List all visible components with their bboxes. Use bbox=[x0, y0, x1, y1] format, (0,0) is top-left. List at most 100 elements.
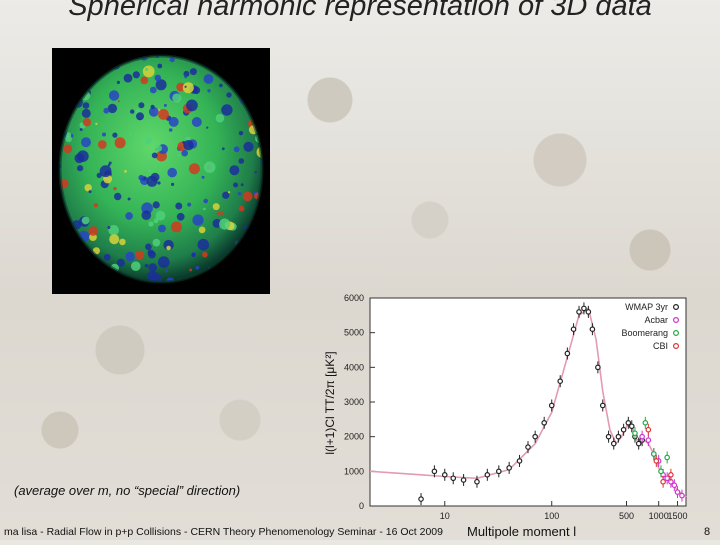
data-point-wmap-3yr bbox=[495, 468, 502, 475]
sphere-spot bbox=[158, 256, 170, 268]
power-spectrum-chart: l(l+1)Cl TT/2π [μK²] 0 1000 2000 3000 4000 50… bbox=[312, 292, 690, 540]
data-point-acbar bbox=[639, 433, 645, 440]
sphere-spot bbox=[65, 135, 72, 143]
cmb-sphere-panel bbox=[52, 48, 270, 294]
sphere-spot bbox=[172, 93, 182, 103]
sphere-spot bbox=[244, 247, 254, 257]
sphere-spot bbox=[202, 251, 208, 258]
sphere-spot bbox=[238, 205, 245, 212]
fit-curve bbox=[369, 307, 687, 498]
data-point-wmap-3yr bbox=[460, 477, 467, 483]
sphere-spot bbox=[212, 218, 222, 228]
sphere-spot bbox=[144, 263, 149, 268]
sphere-spot bbox=[114, 137, 126, 149]
sphere-spot bbox=[107, 103, 118, 114]
sphere-spot bbox=[142, 65, 155, 78]
sphere-spot bbox=[103, 253, 111, 261]
legend-label: CBI bbox=[653, 341, 668, 351]
sphere-spot bbox=[65, 132, 72, 138]
legend-marker bbox=[673, 342, 680, 349]
data-point-wmap-3yr bbox=[635, 440, 642, 447]
sphere-spot bbox=[93, 203, 99, 208]
data-point-wmap-3yr bbox=[506, 465, 512, 471]
x-axis-label: Multipole moment l bbox=[467, 524, 577, 539]
sphere-spot bbox=[183, 70, 190, 77]
sphere-spot bbox=[95, 122, 98, 125]
sphere-spot bbox=[191, 117, 202, 127]
sphere-spot bbox=[119, 238, 126, 246]
sphere-spot bbox=[192, 214, 204, 226]
sphere-spot bbox=[116, 258, 125, 267]
sphere-spot bbox=[132, 71, 140, 79]
sphere-spot bbox=[125, 251, 135, 262]
sphere-spot bbox=[255, 257, 260, 262]
y-tick-label: 3000 bbox=[344, 397, 364, 407]
sphere-spot bbox=[236, 60, 245, 70]
sphere-spot bbox=[138, 174, 144, 181]
data-point-boomerang bbox=[642, 420, 649, 426]
y-axis-label: l(l+1)Cl TT/2π [μK²] bbox=[323, 351, 337, 455]
sphere-spot bbox=[171, 221, 182, 233]
sphere-spot bbox=[240, 183, 244, 187]
data-point-wmap-3yr bbox=[599, 402, 606, 409]
sphere-spot bbox=[198, 226, 206, 234]
sphere-spot bbox=[228, 270, 235, 277]
sphere-spot bbox=[252, 74, 260, 82]
sphere-spot bbox=[108, 225, 119, 236]
sphere-spot bbox=[155, 210, 166, 221]
sphere-spot bbox=[184, 75, 187, 79]
sphere-spot bbox=[237, 192, 242, 196]
sphere-spot bbox=[130, 109, 135, 114]
sphere-spot bbox=[70, 103, 75, 107]
data-point-wmap-3yr bbox=[585, 309, 592, 315]
sphere-spot bbox=[60, 108, 63, 113]
y-tick-label: 2000 bbox=[344, 432, 364, 442]
sphere-spot bbox=[82, 102, 90, 109]
sphere-spot bbox=[221, 104, 233, 116]
page-number: 8 bbox=[704, 526, 711, 538]
sphere-spot bbox=[84, 184, 92, 192]
sphere-spot bbox=[191, 56, 199, 59]
data-point-wmap-3yr bbox=[484, 472, 491, 478]
sphere-spot bbox=[242, 191, 253, 202]
data-point-wmap-3yr bbox=[628, 423, 635, 430]
sphere-spot bbox=[149, 86, 157, 94]
y-tick-label: 5000 bbox=[344, 328, 364, 338]
sphere-spot bbox=[191, 56, 194, 57]
data-point-wmap-3yr bbox=[516, 458, 523, 464]
sphere-spot bbox=[147, 249, 154, 256]
sphere-spot bbox=[151, 152, 158, 159]
y-tick-label: 1000 bbox=[344, 466, 364, 476]
sphere-spot bbox=[166, 245, 171, 251]
sphere-spot bbox=[219, 83, 223, 88]
data-point-cbi bbox=[668, 472, 674, 478]
sphere-spot bbox=[182, 82, 194, 94]
sphere-spot bbox=[73, 85, 77, 89]
sphere-spot bbox=[258, 56, 262, 57]
sphere-spot bbox=[252, 226, 256, 230]
sphere-spot bbox=[153, 218, 159, 224]
sphere-spot bbox=[203, 161, 216, 173]
sphere-spot bbox=[88, 190, 92, 194]
cmb-sphere-image bbox=[58, 54, 264, 284]
data-point-acbar bbox=[679, 492, 685, 499]
sphere-spot bbox=[113, 186, 117, 191]
data-point-wmap-3yr bbox=[605, 433, 612, 440]
sphere-spot bbox=[189, 268, 193, 272]
sphere-spot bbox=[117, 100, 120, 103]
data-point-boomerang bbox=[651, 451, 657, 457]
sphere-spot bbox=[97, 140, 107, 149]
sphere-spot bbox=[175, 202, 183, 210]
sphere-spot bbox=[177, 154, 181, 157]
sphere-spot bbox=[109, 234, 120, 245]
sphere-spot bbox=[195, 265, 200, 270]
sphere-spot bbox=[150, 104, 155, 109]
data-point-cbi bbox=[660, 478, 666, 485]
sphere-spot bbox=[152, 238, 161, 247]
sphere-spot bbox=[141, 210, 152, 220]
sphere-spot bbox=[155, 145, 162, 152]
sphere-spot bbox=[131, 261, 141, 271]
x-tick-label: 100 bbox=[544, 511, 559, 521]
data-point-wmap-3yr bbox=[525, 444, 531, 450]
legend-label: Boomerang bbox=[621, 328, 668, 338]
